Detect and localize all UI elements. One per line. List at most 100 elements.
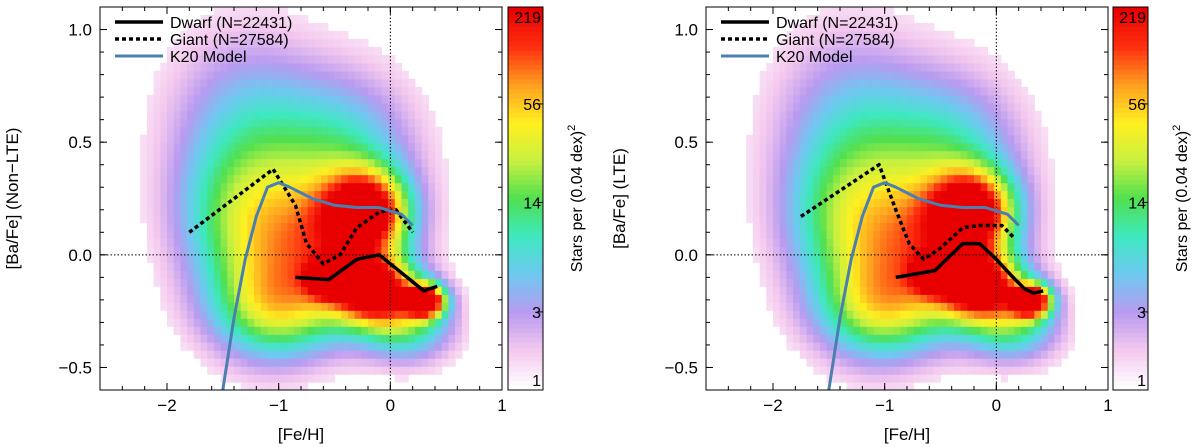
density-cell — [441, 286, 449, 295]
density-cell — [967, 94, 975, 104]
density-cell — [334, 86, 342, 96]
density-cell — [180, 46, 188, 56]
density-cell — [853, 294, 861, 303]
density-cell — [994, 318, 1002, 327]
density-cell — [840, 142, 848, 152]
density-cell — [180, 166, 188, 176]
density-cell — [1020, 190, 1029, 200]
density-cell — [840, 150, 848, 160]
density-cell — [461, 286, 470, 295]
density-cell — [207, 86, 215, 96]
density-cell — [773, 246, 781, 255]
density-cell — [274, 23, 282, 32]
density-cell — [280, 254, 289, 263]
density-cell — [234, 150, 242, 160]
density-cell — [1007, 158, 1015, 168]
density-cell — [786, 102, 794, 112]
density-cell — [307, 190, 315, 200]
colorbar-step — [1113, 21, 1148, 27]
density-cell — [280, 70, 289, 80]
density-cell — [401, 198, 409, 208]
density-cell — [267, 174, 275, 184]
density-cell — [893, 70, 901, 80]
density-cell — [813, 86, 821, 96]
density-cell — [220, 46, 228, 56]
density-cell — [773, 222, 781, 231]
density-cell — [408, 150, 416, 160]
density-cell — [193, 78, 202, 88]
density-cell — [388, 78, 396, 88]
density-cell — [833, 118, 841, 128]
density-cell — [880, 374, 888, 383]
density-cell — [240, 134, 248, 144]
density-cell — [846, 270, 854, 279]
colorbar-step — [508, 232, 543, 238]
colorbar-step — [508, 327, 543, 334]
density-cell — [280, 366, 289, 375]
density-cell — [173, 46, 181, 56]
density-cell — [779, 78, 787, 88]
density-cell — [280, 78, 289, 88]
density-cell — [880, 286, 888, 295]
density-cell — [940, 54, 948, 64]
density-cell — [160, 286, 168, 295]
density-cell — [200, 86, 208, 96]
density-cell — [933, 46, 942, 56]
density-cell — [886, 46, 895, 56]
density-cell — [187, 30, 195, 40]
density-cell — [247, 118, 255, 128]
density-cell — [806, 238, 814, 247]
density-cell — [819, 326, 828, 335]
density-cell — [187, 174, 195, 184]
density-cell — [920, 334, 928, 343]
density-cell — [314, 30, 322, 40]
density-cell — [401, 206, 409, 216]
density-cell — [779, 294, 787, 303]
density-cell — [953, 182, 962, 192]
density-cell — [213, 62, 222, 72]
density-cell — [213, 310, 222, 319]
density-cell — [819, 134, 828, 144]
density-cell — [1014, 126, 1022, 136]
density-cell — [1014, 230, 1022, 239]
density-cell — [773, 150, 781, 160]
density-cell — [853, 254, 861, 263]
density-cell — [307, 230, 315, 239]
density-cell — [940, 278, 948, 287]
density-cell — [840, 366, 848, 375]
density-cell — [334, 238, 342, 247]
y-tick-label: 0.0 — [674, 246, 698, 265]
density-cell — [1020, 198, 1029, 208]
density-cell — [254, 23, 262, 32]
density-cell — [361, 158, 369, 168]
density-cell — [220, 350, 228, 359]
density-cell — [334, 182, 342, 192]
density-cell — [1034, 318, 1042, 327]
colorbar-step — [508, 375, 543, 382]
colorbar-step — [508, 294, 543, 300]
density-cell — [435, 206, 443, 216]
density-cell — [368, 206, 376, 216]
density-cell — [361, 278, 369, 287]
density-cell — [388, 326, 396, 335]
density-cell — [920, 70, 928, 80]
density-cell — [866, 294, 875, 303]
density-cell — [247, 142, 255, 152]
density-cell — [374, 214, 382, 224]
density-cell — [886, 350, 895, 359]
density-cell — [920, 222, 928, 231]
legend-label: Dwarf (N=22431) — [170, 15, 292, 32]
density-cell — [853, 358, 861, 367]
density-cell — [1047, 358, 1055, 367]
density-cell — [799, 286, 808, 295]
density-cell — [294, 310, 302, 319]
density-cell — [448, 342, 456, 351]
density-cell — [167, 134, 175, 144]
density-cell — [388, 86, 396, 96]
density-cell — [388, 238, 396, 247]
density-cell — [260, 94, 269, 104]
density-cell — [327, 190, 336, 200]
density-cell — [846, 382, 854, 390]
density-cell — [287, 326, 295, 335]
